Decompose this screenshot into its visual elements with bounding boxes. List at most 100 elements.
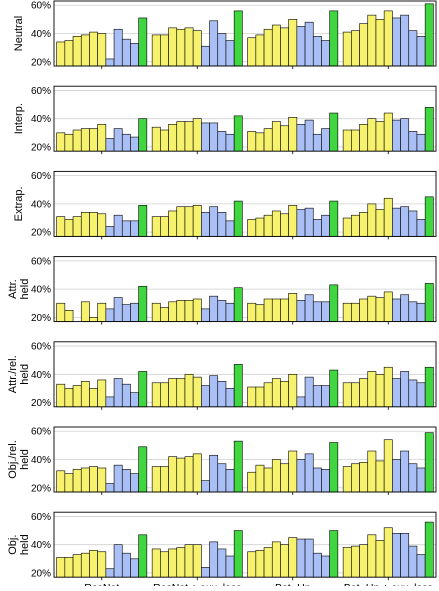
bar [233,287,243,322]
panel-frame [53,256,437,323]
panel-frame [53,170,437,237]
bar [201,122,210,152]
bar [56,41,66,67]
y-axis-label-line: Attr./rel. [7,355,19,393]
bar [383,112,393,152]
bar [296,538,306,578]
bar [351,302,360,322]
bar [97,124,107,152]
bar [263,128,273,152]
bar [375,540,385,578]
bar [304,453,314,493]
bar [217,212,227,237]
bar [296,26,306,67]
bar [312,467,322,493]
y-tick-label: 40% [31,370,51,381]
bar [280,463,289,493]
bar [255,217,265,237]
bar [329,112,339,152]
bar [192,298,202,322]
y-axis-label-line: held [19,534,31,555]
y-tick-label: 40% [31,455,51,466]
bar [209,375,219,408]
bar [64,309,74,322]
y-axis-label-line: held [19,449,31,470]
bar [416,219,426,237]
bar [105,396,115,408]
bar [192,30,202,67]
bar [280,544,289,578]
bar [312,385,322,408]
bar [105,226,115,237]
bar [424,366,434,408]
bar [217,33,227,67]
bar [121,38,131,67]
bar [209,20,219,67]
bar [160,307,169,322]
bar [296,459,306,493]
bar [130,302,139,322]
bar [288,450,298,493]
y-tick-label: 20% [31,313,51,324]
bar [392,17,401,67]
bar [408,379,418,408]
y-axis-label-line: held [19,364,31,385]
bar [233,364,243,408]
bar [408,131,418,152]
bar [400,450,410,493]
bar [225,133,235,152]
bar [312,219,322,237]
y-tick-label: 60% [31,427,51,438]
bar [113,128,123,152]
bar [288,19,298,67]
bar [184,456,194,493]
bar [375,19,385,67]
bar [329,200,339,237]
bar [176,300,186,322]
bar [80,301,90,322]
y-tick-label: 60% [31,256,51,267]
bar [151,302,161,322]
bar [184,206,194,237]
bar [304,376,314,408]
bar [121,220,131,237]
bar [151,216,161,237]
bar [367,203,377,237]
bar [329,530,339,578]
bar [113,464,123,493]
panel-frame [53,85,437,152]
bar [247,551,257,578]
bar [383,10,393,67]
bar [271,541,281,578]
bar [72,385,82,408]
bar [400,118,410,152]
bar [113,28,123,67]
bar [255,34,265,67]
bar [392,533,401,578]
bar [296,300,306,322]
y-axis-label-line: Interp. [13,103,25,134]
y-axis-label: Interp. [13,103,25,134]
bar [192,376,202,408]
y-axis-label: Neutral [13,16,25,51]
bar [138,118,148,152]
bar [217,131,227,152]
bar [201,567,210,578]
bar [56,557,66,578]
bar [192,205,202,237]
bar [97,302,107,322]
bar [64,388,74,408]
bar [383,197,393,237]
bar [89,388,98,408]
bar [151,34,161,67]
bar [233,440,243,493]
bar [304,538,314,578]
x-category-label: ResNet [84,582,119,586]
bar [72,216,82,237]
bar [209,206,219,237]
bar [225,302,235,322]
bar [304,119,314,152]
x-category-label: Bot.-Up [275,582,311,586]
bar [296,396,306,408]
bar [375,209,385,237]
